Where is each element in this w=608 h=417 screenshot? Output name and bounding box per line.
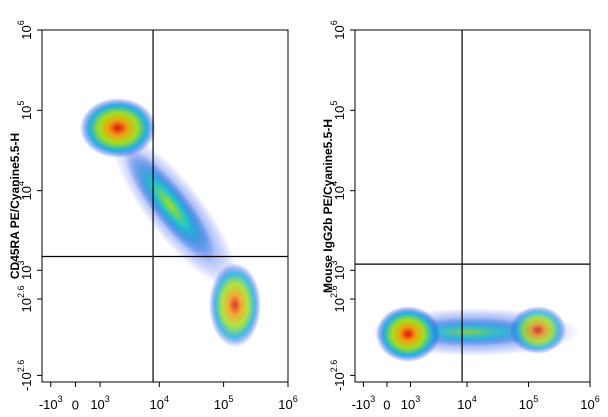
tick-label: 104 <box>150 394 169 412</box>
tick-exponent: 6 <box>329 20 339 25</box>
tick-base: 10 <box>90 397 104 412</box>
tick-exponent: 2.6 <box>16 360 26 373</box>
tick-base: 10 <box>332 266 347 280</box>
density-left <box>80 98 261 347</box>
tick-label: 104 <box>329 181 347 200</box>
tick-base: 10 <box>332 106 347 120</box>
tick-label: 106 <box>278 394 297 412</box>
tick-exponent: 6 <box>16 20 26 25</box>
y-axis-label: Mouse IgG2b PE/Cyanine5.5-H <box>321 119 335 293</box>
tick-base: -10 <box>351 397 370 412</box>
tick-base: 10 <box>19 25 34 39</box>
tick-label: 105 <box>16 101 34 120</box>
tick-label: 104 <box>457 394 476 412</box>
tick-label: -103 <box>351 394 375 412</box>
tick-label: 106 <box>580 394 599 412</box>
tick-exponent: 4 <box>16 181 26 186</box>
tick-base: 10 <box>19 266 34 280</box>
tick-exponent: 6 <box>293 394 298 404</box>
tick-label: -102.6 <box>16 360 34 391</box>
tick-exponent: 5 <box>533 394 538 404</box>
tick-base: 10 <box>332 25 347 39</box>
tick-label: 106 <box>329 20 347 39</box>
plot-frame <box>354 29 591 383</box>
tick-base: 10 <box>519 397 533 412</box>
tick-exponent: 5 <box>16 101 26 106</box>
tick-label: 103 <box>16 261 34 280</box>
tick-exponent: 3 <box>370 394 375 404</box>
tick-label: 103 <box>329 261 347 280</box>
tick-base: 10 <box>19 106 34 120</box>
tick-label: 105 <box>214 394 233 412</box>
density-right <box>370 306 580 362</box>
tick-exponent: 5 <box>329 101 339 106</box>
tick-label: 105 <box>329 101 347 120</box>
tick-label: 104 <box>16 181 34 200</box>
tick-base: -10 <box>332 372 347 391</box>
tick-exponent: 2.6 <box>16 286 26 299</box>
tick-exponent: 3 <box>16 261 26 266</box>
tick-label: 106 <box>16 20 34 39</box>
tick-exponent: 3 <box>329 261 339 266</box>
tick-exponent: 5 <box>228 394 233 404</box>
tick-exponent: 2.6 <box>329 286 339 299</box>
plot-frame <box>41 29 289 383</box>
tick-label: 103 <box>90 394 109 412</box>
tick-label: 103 <box>401 394 420 412</box>
tick-base: 10 <box>278 397 292 412</box>
tick-label: 102.6 <box>329 286 347 313</box>
tick-exponent: 6 <box>595 394 600 404</box>
tick-base: 10 <box>214 397 228 412</box>
tick-label: 102.6 <box>16 286 34 313</box>
tick-base: 10 <box>19 298 34 312</box>
tick-base: 10 <box>457 397 471 412</box>
tick-label: -102.6 <box>329 360 347 391</box>
tick-exponent: 3 <box>105 394 110 404</box>
y-axis-label: CD45RA PE/Cyanine5.5-H <box>8 133 22 279</box>
tick-exponent: 3 <box>58 394 63 404</box>
tick-label: 0 <box>72 397 79 412</box>
tick-exponent: 3 <box>415 394 420 404</box>
tick-base: 10 <box>580 397 594 412</box>
tick-label: 105 <box>519 394 538 412</box>
tick-base: 10 <box>150 397 164 412</box>
tick-base: 10 <box>332 298 347 312</box>
tick-base: 10 <box>332 186 347 200</box>
tick-exponent: 4 <box>329 181 339 186</box>
tick-label: -103 <box>39 394 63 412</box>
tick-base: 10 <box>401 397 415 412</box>
tick-base: -10 <box>19 372 34 391</box>
tick-exponent: 4 <box>164 394 169 404</box>
tick-base: 10 <box>19 186 34 200</box>
tick-base: -10 <box>39 397 58 412</box>
tick-exponent: 4 <box>472 394 477 404</box>
tick-exponent: 2.6 <box>329 360 339 373</box>
tick-label: 0 <box>383 397 390 412</box>
